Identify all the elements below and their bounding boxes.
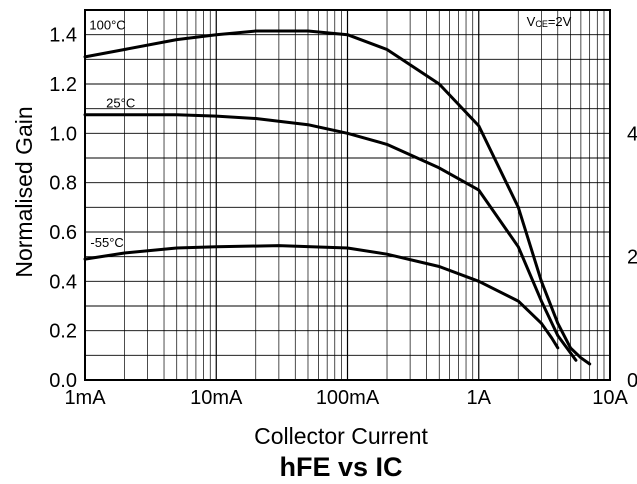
y-tick-label: 1.4 — [49, 25, 77, 47]
series-line-2 — [83, 244, 560, 350]
right-tick-labels: 0 2 4 — [627, 123, 637, 392]
series-label-2: -55°C — [90, 235, 123, 250]
series-lines — [83, 29, 592, 366]
series-label-0: 100°C — [89, 18, 125, 33]
chart-title: hFE vs IC — [279, 452, 402, 482]
x-tick-label: 1A — [467, 387, 492, 409]
y-tick-label: 0.0 — [49, 370, 77, 392]
y-tick-labels: 0.0 0.2 0.4 0.6 0.8 1.0 1.2 1.4 — [49, 25, 77, 392]
y-tick-label: 1.2 — [49, 74, 77, 96]
x-tick-label: 10mA — [190, 387, 243, 409]
series-line-1 — [83, 113, 578, 362]
y-tick-label: 0.6 — [49, 222, 77, 244]
plot-frame — [84, 9, 611, 381]
right-tick-label: 4 — [627, 123, 637, 145]
x-axis-title: Collector Current — [254, 423, 428, 449]
y-tick-label: 0.2 — [49, 321, 77, 343]
y-tick-label: 0.4 — [49, 271, 77, 293]
x-tick-labels: 1mA 10mA 100mA 1A 10A — [64, 387, 628, 409]
y-tick-label: 0.8 — [49, 173, 77, 195]
right-tick-label: 2 — [627, 247, 637, 269]
x-tick-label: 100mA — [316, 387, 380, 409]
x-tick-label: 1mA — [64, 387, 106, 409]
y-tick-label: 1.0 — [49, 123, 77, 145]
curve-labels: 100°C 25°C -55°C — [89, 18, 135, 250]
x-tick-label: 10A — [592, 387, 628, 409]
y-axis-title: Normalised Gain — [11, 106, 37, 277]
series-line-0 — [83, 29, 592, 366]
series-label-1: 25°C — [106, 95, 135, 110]
grid-lines — [85, 10, 610, 380]
vce-annotation: VCE=2V — [527, 14, 572, 29]
right-tick-label: 0 — [627, 370, 637, 392]
